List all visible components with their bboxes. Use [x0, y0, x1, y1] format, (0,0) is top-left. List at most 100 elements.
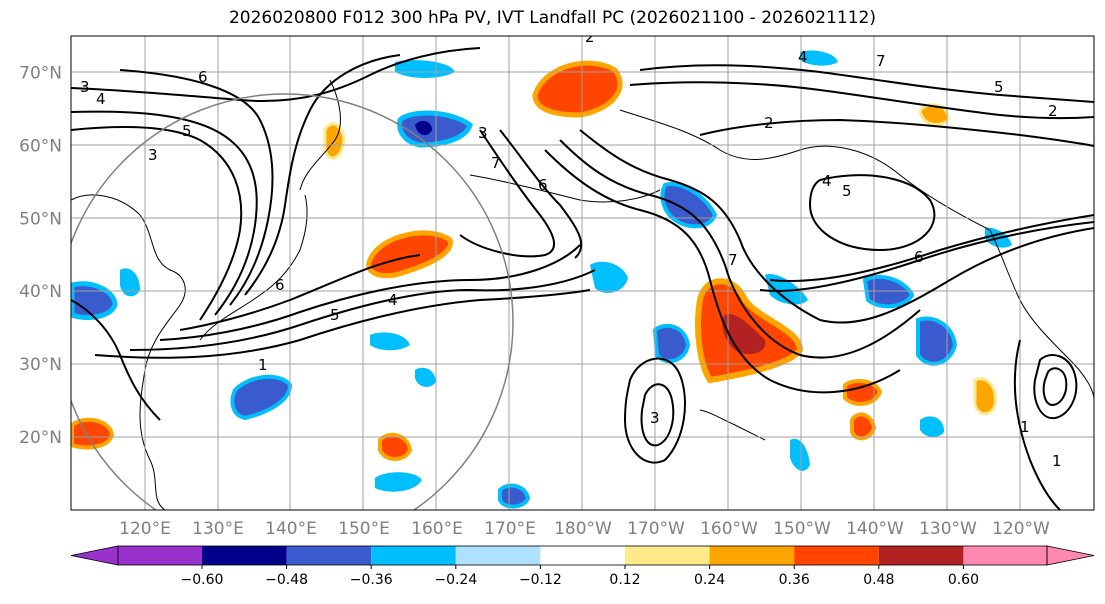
- negative-anomaly-region: [415, 120, 432, 136]
- colorbar-outline: [117, 545, 1048, 566]
- pv-contour-line: [71, 110, 258, 316]
- contour-label: 4: [388, 291, 398, 309]
- pv-contour-line: [244, 54, 401, 296]
- colorbar-segment: [455, 546, 541, 565]
- negative-anomaly-region: [397, 110, 473, 148]
- contour-label: 6: [198, 68, 208, 86]
- coastline-kamchatka: [299, 79, 341, 191]
- coastline-north-america: [989, 229, 1094, 401]
- positive-anomaly-region: [722, 314, 766, 355]
- colorbar-segment: [963, 546, 1047, 565]
- coastline-alaska: [619, 109, 991, 231]
- pv-contour-line: [1042, 367, 1068, 407]
- colorbar-tick-label: −0.60: [181, 572, 224, 588]
- colorbar-segment: [286, 546, 372, 565]
- pv-contour-line: [699, 118, 1094, 147]
- pv-contour-line: [459, 129, 555, 258]
- positive-anomaly-region: [532, 60, 623, 118]
- colorbar-tick-label: −0.12: [519, 572, 562, 588]
- colorbar-tick-label: −0.24: [434, 572, 477, 588]
- colorbar-tick-label: 0.60: [948, 572, 979, 588]
- negative-anomaly-region: [660, 182, 718, 229]
- contour-label: 3: [80, 78, 90, 96]
- contour-label: 4: [798, 48, 808, 66]
- pv-contour-line: [623, 357, 686, 464]
- contour-label: 5: [994, 78, 1004, 96]
- contour-label: 7: [491, 154, 501, 172]
- contour-label: 5: [330, 306, 340, 324]
- longitude-label: 150°E: [338, 519, 390, 539]
- longitude-label: 180°W: [554, 519, 612, 539]
- coastlines: [71, 79, 1094, 510]
- region-circle: [71, 93, 514, 510]
- latitude-label: 60°N: [19, 136, 62, 156]
- latitude-label: 50°N: [19, 209, 62, 229]
- pv-contour-line: [129, 269, 596, 351]
- negative-anomaly-region: [800, 50, 838, 66]
- positive-anomaly-region: [850, 412, 877, 441]
- contour-label: 2: [585, 28, 595, 46]
- longitude-label: 120°E: [119, 519, 171, 539]
- contour-label: 3: [650, 409, 660, 427]
- contour-label: 5: [182, 122, 192, 140]
- pv-contour-line: [544, 149, 901, 394]
- pv-contour-line: [159, 244, 581, 341]
- pv-contour-line: [639, 64, 1094, 103]
- pv-contour-line: [119, 69, 274, 306]
- negative-anomaly-region: [790, 438, 810, 471]
- pv-contour-line: [71, 299, 161, 421]
- contour-label-group: 1 1 1 2 2 2 3 3 3 3 4 4 4 4 5 5 5 5 6 6 …: [80, 28, 1062, 470]
- colorbar-segment: [202, 546, 287, 565]
- contour-label: 3: [148, 146, 158, 164]
- colorbar-tick-label: 0.12: [609, 572, 640, 588]
- pv-contour-line: [179, 254, 421, 331]
- pv-contour-line: [769, 214, 1094, 282]
- colorbar-segment: [371, 546, 456, 565]
- positive-anomaly-region: [378, 432, 413, 461]
- negative-anomaly-region: [920, 416, 945, 438]
- colorbar-segment: [1046, 545, 1095, 566]
- longitude-label: 140°W: [846, 519, 904, 539]
- contour-label: 6: [914, 248, 924, 266]
- map-frame: [70, 35, 1095, 511]
- colorbar-segment: [70, 545, 119, 566]
- pv-contour-line: [499, 129, 583, 259]
- longitude-label: 120°W: [992, 519, 1050, 539]
- colorbar-tick-label: 0.36: [779, 572, 810, 588]
- contour-label: 7: [728, 251, 738, 269]
- colorbar-tick-label: −0.36: [350, 572, 393, 588]
- positive-anomaly-region: [366, 230, 453, 279]
- contour-label: 1: [1020, 418, 1030, 436]
- negative-anomaly-region: [375, 472, 422, 492]
- negative-anomaly-region: [230, 374, 293, 421]
- pv-contour-line: [559, 139, 921, 359]
- colorbar-tick-label: −0.48: [265, 572, 308, 588]
- latitude-label: 20°N: [19, 428, 62, 448]
- aleutian-islands: [469, 174, 661, 203]
- negative-anomaly-region: [120, 268, 140, 297]
- positive-anomaly-region: [843, 378, 883, 406]
- colorbar-segment: [625, 546, 710, 565]
- pv-contour-line: [640, 383, 675, 447]
- colorbar-segment: [709, 546, 795, 565]
- positive-anomaly-region: [973, 377, 997, 416]
- latitude-label: 40°N: [19, 282, 62, 302]
- negative-anomaly-region: [916, 316, 958, 366]
- negative-anomaly-region: [590, 261, 628, 293]
- contour-label: 2: [1048, 102, 1058, 120]
- coastline-japan: [199, 194, 308, 341]
- pv-anomaly-shading: [71, 50, 1012, 509]
- contour-label: 3: [478, 124, 488, 142]
- latitude-label: 30°N: [19, 355, 62, 375]
- negative-anomaly-region: [395, 60, 455, 78]
- negative-anomaly-region: [415, 367, 436, 387]
- colorbar-segment: [794, 546, 879, 565]
- longitude-label: 140°E: [265, 519, 317, 539]
- longitude-labels: 120°E 130°E 140°E 150°E 160°E 170°E 180°W 170°W…: [119, 519, 1050, 539]
- contour-label: 6: [275, 276, 285, 294]
- pv-contour-line: [629, 81, 1094, 120]
- colorbar-segment: [118, 546, 202, 565]
- longitude-label: 150°W: [773, 519, 831, 539]
- contour-label: 1: [258, 356, 268, 374]
